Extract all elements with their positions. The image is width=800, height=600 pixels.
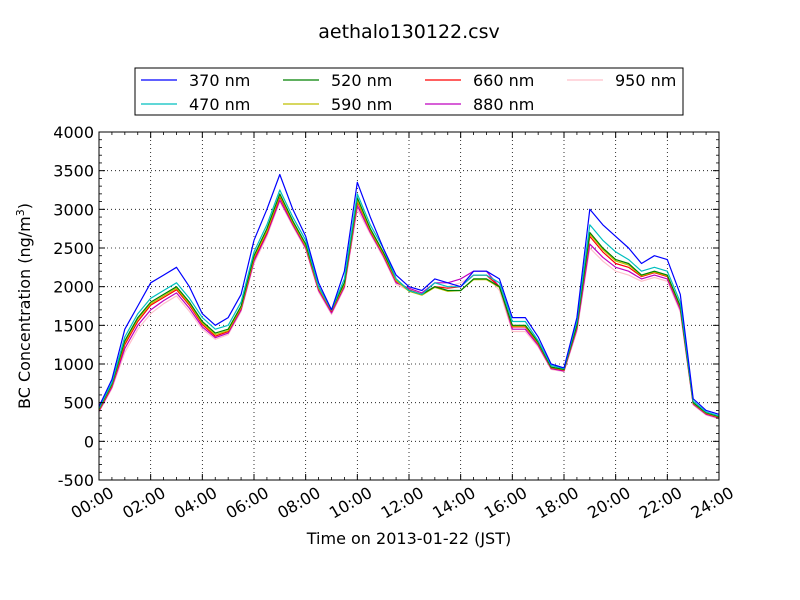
legend-label: 520 nm — [331, 71, 392, 90]
y-tick-label: 0 — [84, 432, 94, 451]
plot-background — [99, 132, 719, 480]
series-line-590-nm — [98, 194, 720, 418]
legend-items: 370 nm 470 nm 520 nm 590 nm 660 nm 880 nm 950 … — [141, 71, 676, 114]
axis-ticks — [98, 131, 720, 481]
y-tick-label: 500 — [63, 394, 94, 413]
y-tick-label: 1500 — [53, 316, 94, 335]
legend-label: 660 nm — [473, 71, 534, 90]
grid-lines — [99, 132, 719, 480]
y-tick-label: 2000 — [53, 278, 94, 297]
y-axis-title: BC Concentration (ng/m3) — [14, 203, 34, 409]
y-tick-label: 3000 — [53, 200, 94, 219]
legend-label: 950 nm — [615, 71, 676, 90]
y-tick-label: 2500 — [53, 239, 94, 258]
legend-box — [134, 67, 684, 116]
y-axis-title-close: ) — [15, 203, 34, 209]
series-line-470-nm — [98, 189, 720, 417]
x-axis-title: Time on 2013-01-22 (JST) — [306, 529, 511, 548]
legend-label: 880 nm — [473, 95, 534, 114]
y-axis-title-superscript: 3 — [14, 209, 27, 216]
y-tick-label: 4000 — [53, 123, 94, 142]
legend-label: 590 nm — [331, 95, 392, 114]
legend-label: 470 nm — [189, 95, 250, 114]
chart-title: aethalo130122.csv — [318, 21, 500, 43]
y-tick-label: 1000 — [53, 355, 94, 374]
series-line-370-nm — [98, 173, 720, 415]
plot-area — [98, 131, 720, 481]
series-line-880-nm — [98, 199, 720, 419]
y-tick-label: -500 — [58, 471, 94, 490]
legend: 370 nm 470 nm 520 nm 590 nm 660 nm 880 nm 950 … — [134, 67, 684, 116]
y-axis-title-main: BC Concentration (ng/m — [15, 216, 34, 409]
y-axis-tick-labels: -500 0 500 1000 1500 2000 2500 3000 3500 4000 — [53, 123, 94, 490]
series-lines — [98, 173, 720, 420]
legend-label: 370 nm — [189, 71, 250, 90]
y-tick-label: 3500 — [53, 162, 94, 181]
